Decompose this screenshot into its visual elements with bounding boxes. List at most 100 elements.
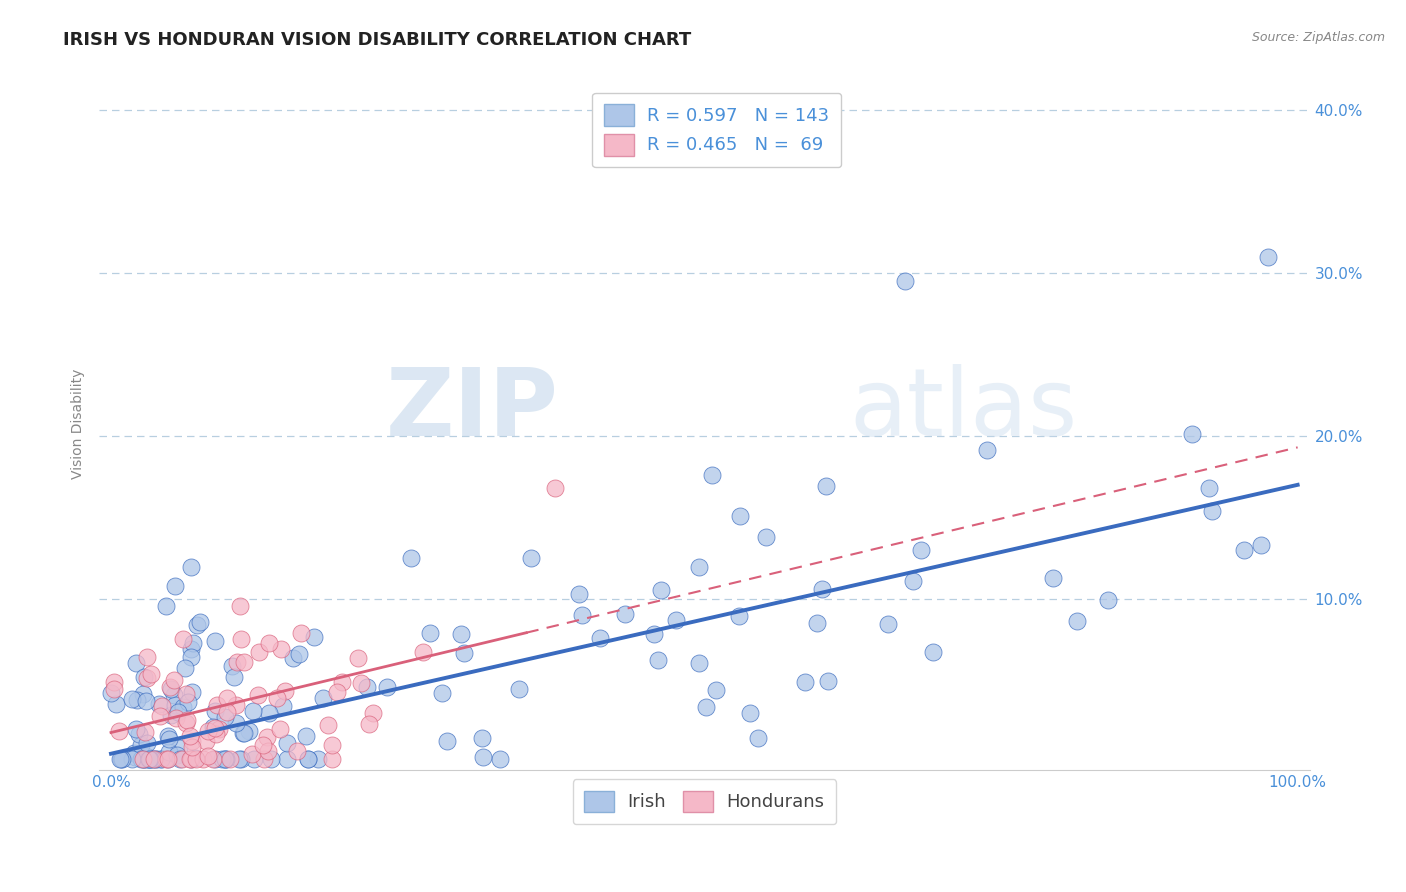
Point xyxy=(214,751,236,765)
Point xyxy=(489,751,512,765)
Point xyxy=(1198,481,1220,495)
Point xyxy=(1097,593,1119,607)
Point xyxy=(568,587,591,601)
Point xyxy=(132,670,155,684)
Point xyxy=(139,751,162,765)
Point xyxy=(257,636,280,650)
Point xyxy=(695,700,717,714)
Point xyxy=(184,751,207,765)
Point xyxy=(229,632,252,647)
Point xyxy=(134,751,156,765)
Point xyxy=(179,751,201,765)
Point xyxy=(142,751,165,765)
Point xyxy=(181,636,204,650)
Point xyxy=(136,671,159,685)
Point xyxy=(817,674,839,689)
Point xyxy=(229,751,252,765)
Point xyxy=(135,694,157,708)
Point xyxy=(180,751,202,765)
Point xyxy=(665,613,688,627)
Point xyxy=(1233,542,1256,557)
Point xyxy=(544,481,567,495)
Point xyxy=(318,718,340,732)
Point xyxy=(180,642,202,657)
Point xyxy=(132,751,155,765)
Point xyxy=(321,739,343,753)
Point xyxy=(814,479,837,493)
Point xyxy=(136,751,159,765)
Point xyxy=(124,749,146,764)
Point xyxy=(747,731,769,745)
Point xyxy=(138,751,160,765)
Point xyxy=(201,720,224,734)
Point xyxy=(276,736,298,750)
Point xyxy=(240,747,263,761)
Point xyxy=(157,751,180,765)
Point xyxy=(295,729,318,743)
Point xyxy=(472,749,495,764)
Point xyxy=(166,747,188,762)
Point xyxy=(740,706,762,721)
Point xyxy=(643,627,665,641)
Point xyxy=(1180,426,1202,441)
Point xyxy=(226,656,249,670)
Point xyxy=(412,645,434,659)
Point xyxy=(508,682,530,697)
Point xyxy=(225,698,247,712)
Point xyxy=(157,729,180,743)
Point xyxy=(688,656,710,670)
Point xyxy=(520,551,543,566)
Point xyxy=(894,274,917,288)
Point xyxy=(266,690,288,705)
Point xyxy=(233,726,256,740)
Point xyxy=(700,468,723,483)
Point xyxy=(312,691,335,706)
Point xyxy=(121,751,143,765)
Point xyxy=(141,667,163,681)
Point xyxy=(876,617,898,632)
Point xyxy=(204,634,226,648)
Point xyxy=(260,751,283,765)
Point xyxy=(163,698,186,713)
Point xyxy=(347,650,370,665)
Point xyxy=(1042,571,1064,585)
Point xyxy=(399,550,422,565)
Point xyxy=(242,704,264,718)
Point xyxy=(647,653,669,667)
Text: ZIP: ZIP xyxy=(387,364,560,456)
Point xyxy=(177,695,200,709)
Point xyxy=(197,724,219,739)
Point xyxy=(180,734,202,748)
Point xyxy=(165,711,187,725)
Point xyxy=(103,681,125,696)
Point xyxy=(273,683,295,698)
Point xyxy=(332,674,354,689)
Point xyxy=(326,685,349,699)
Point xyxy=(167,706,190,720)
Point xyxy=(100,686,122,700)
Point xyxy=(281,651,304,665)
Point xyxy=(270,641,292,656)
Point xyxy=(222,670,245,684)
Point xyxy=(174,716,197,731)
Point xyxy=(910,543,932,558)
Point xyxy=(755,530,778,544)
Point xyxy=(233,656,256,670)
Point xyxy=(297,751,319,765)
Point xyxy=(138,751,160,765)
Point xyxy=(157,751,180,765)
Y-axis label: Vision Disability: Vision Disability xyxy=(72,368,86,479)
Point xyxy=(201,751,224,765)
Point xyxy=(252,738,274,752)
Point xyxy=(125,722,148,736)
Point xyxy=(307,751,329,765)
Point xyxy=(704,682,727,697)
Point xyxy=(436,734,458,748)
Point xyxy=(453,646,475,660)
Point xyxy=(149,708,172,723)
Point xyxy=(432,686,454,700)
Point xyxy=(179,729,201,743)
Point xyxy=(131,738,153,752)
Point xyxy=(193,751,215,765)
Point xyxy=(350,675,373,690)
